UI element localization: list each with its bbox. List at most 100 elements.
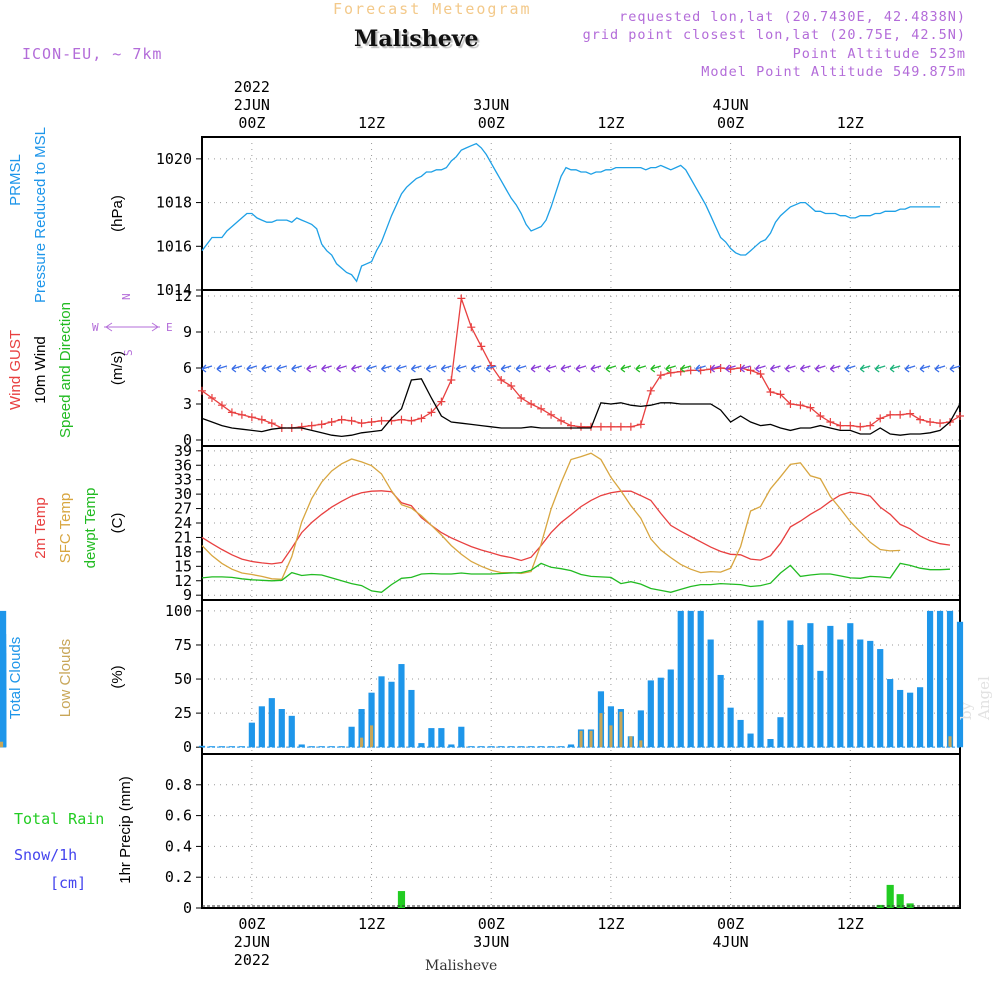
wind-direction-arrow [276,364,287,373]
author-credit: by Angel [957,676,993,720]
gust-marker [297,422,306,431]
gust-marker [267,419,276,428]
wind-direction-arrow [396,364,407,373]
total-cloud-bar [338,746,345,748]
gust-marker [606,422,615,431]
total-cloud-bar [458,726,465,748]
total-cloud-bar [408,689,415,748]
total-cloud-bar [428,728,435,748]
total-cloud-bar [438,728,445,748]
gust-marker [686,366,695,375]
compass-arrows [104,322,160,332]
gust-marker [796,401,805,410]
low-clouds-label: Low Clouds [57,639,74,717]
wind-direction-arrow [231,364,243,373]
total-cloud-bar [518,746,525,748]
wind-direction-arrow [515,364,527,373]
total-cloud-bar [248,722,255,748]
gust-marker [477,342,486,351]
gust-marker [866,421,875,430]
total-cloud-bar [887,679,894,748]
total-cloud-bar [478,746,485,748]
footer-location: Malisheve [425,958,498,974]
low-cloud-bar [609,725,613,748]
gust-marker [836,421,845,430]
gust-marker [327,418,336,426]
rain-bar [886,884,894,908]
gust-marker [746,366,755,375]
wind-direction-arrow [500,364,512,373]
wind10m-label: 10m Wind [32,336,49,404]
y-tick-label: 9 [183,586,192,604]
total-cloud-bar [777,717,784,748]
gust-marker [227,408,236,417]
gust-marker [636,420,645,429]
grid-coords: grid point closest lon,lat (20.75E, 42.5… [582,27,966,43]
wind-direction-arrow [635,364,647,373]
bottom-time-label: 3JUN [473,933,509,951]
gust-marker [786,400,795,408]
y-tick-label: 36 [174,456,192,474]
gust-marker [656,371,665,380]
gust-marker [517,394,526,402]
gust-marker [467,323,476,332]
gust-marker [367,418,376,426]
wind-direction-arrow [351,364,362,373]
total-cloud-bar [847,623,854,748]
y-tick-label: 0.2 [165,868,192,886]
y-tick-label: 0 [183,431,192,449]
y-tick-label: 21 [174,528,192,546]
y-tick-label: 0.6 [165,807,192,825]
temp2m-label: 2m Temp [32,497,49,558]
bottom-time-label: 12Z [597,915,624,933]
series-line-dewpt [201,562,951,593]
total-cloud-bar [787,620,794,748]
total-cloud-bar [238,746,245,748]
top-time-label: 12Z [597,114,624,132]
gust-marker [307,421,316,430]
gust-marker [527,400,536,408]
gust-marker [427,408,436,417]
gust-marker [916,415,925,424]
gust-marker [926,418,935,426]
gust-marker [417,414,426,423]
wind-direction-arrow [874,364,886,373]
bottom-time-label: 2022 [234,951,270,969]
total-cloud-bar [378,676,385,748]
wind-direction-arrow [889,364,901,373]
wind-direction-arrow [740,364,751,373]
prmsl-label: PRMSL [7,154,24,206]
wind-direction-arrow [620,364,632,373]
direction-label: Speed and Direction [57,302,74,438]
total-cloud-bar [258,706,265,748]
chart-subtitle: Forecast Meteogram [333,0,532,18]
gust-marker [198,386,206,395]
total-cloud-bar [557,746,565,748]
gust-marker [826,418,835,426]
total-cloud-bar [827,625,834,748]
top-time-label: 2JUN [234,96,270,114]
y-tick-label: 0 [183,899,192,917]
pressure-label: Pressure Reduced to MSL [32,127,49,303]
y-tick-label: 1020 [156,150,192,168]
y-tick-label: 12 [174,287,192,305]
gust-marker [487,361,496,370]
total-cloud-bar [498,746,505,748]
rain-bar [906,903,914,908]
total-cloud-bar [358,709,365,748]
panel-frame [201,753,961,909]
gust-marker [816,412,825,420]
total-cloud-bar [667,669,674,748]
total-cloud-bar [657,677,664,748]
wind-direction-arrow [425,364,437,373]
total-cloud-bar [877,649,884,748]
gust-marker [207,394,216,402]
y-tick-label: 100 [165,602,192,620]
total-cloud-bar [757,620,764,748]
wind-direction-arrow [680,364,691,373]
top-time-label: 00Z [717,114,744,132]
total-cloud-bar [637,710,644,748]
snow-label: Snow/1h [14,846,77,864]
